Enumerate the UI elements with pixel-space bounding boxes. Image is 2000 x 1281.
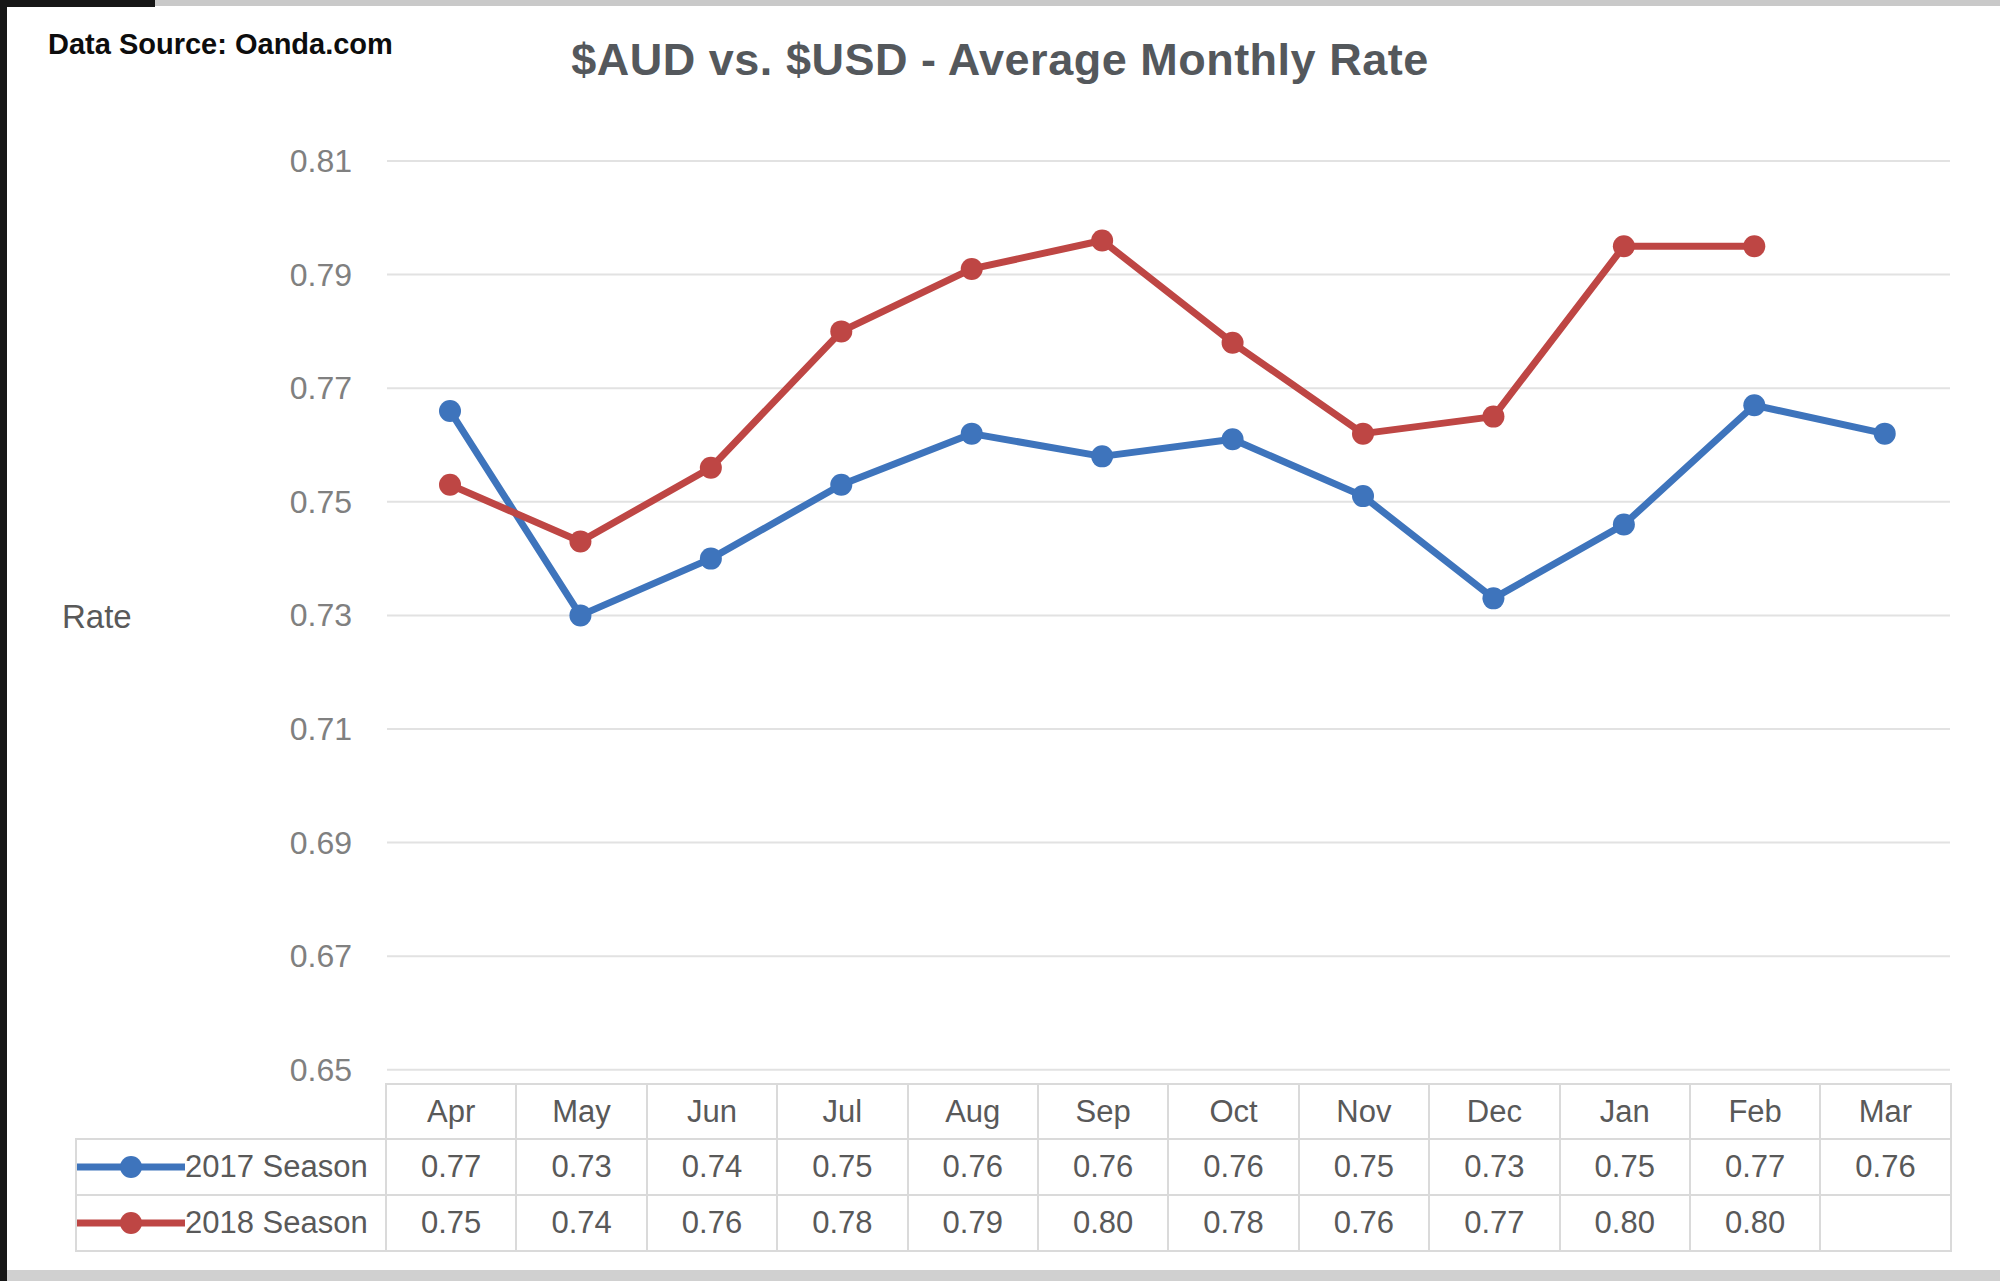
month-header: May [516,1084,646,1139]
month-header: Dec [1429,1084,1559,1139]
month-header: Jan [1560,1084,1690,1139]
month-header: Mar [1820,1084,1950,1139]
table-value-cell: 0.77 [386,1139,516,1195]
month-header: Feb [1690,1084,1820,1139]
table-value-cell: 0.76 [1038,1139,1168,1195]
table-value-cell: 0.73 [1429,1139,1559,1195]
data-point-marker [700,548,722,570]
table-value-cell [1820,1195,1950,1251]
legend-key-2017-season: 2017 Season [76,1139,386,1195]
data-point-marker [1482,406,1504,428]
table-value-cell: 0.78 [777,1195,907,1251]
y-tick-label: 0.67 [290,938,352,974]
data-point-marker [1743,394,1765,416]
data-point-marker [700,457,722,479]
data-point-marker [1352,423,1374,445]
month-header: Sep [1038,1084,1168,1139]
data-point-marker [1091,445,1113,467]
table-value-cell: 0.74 [516,1195,646,1251]
month-header: Jul [777,1084,907,1139]
data-point-marker [961,258,983,280]
series-line-2017-season [450,405,1885,615]
data-point-marker [1613,235,1635,257]
table-value-cell: 0.76 [908,1139,1038,1195]
table-corner-cell [76,1084,386,1139]
data-point-marker [569,531,591,553]
table-value-cell: 0.75 [386,1195,516,1251]
y-tick-label: 0.75 [290,484,352,520]
line-marker-icon [77,1150,185,1184]
table-value-cell: 0.73 [516,1139,646,1195]
data-point-marker [1352,485,1374,507]
data-point-marker [830,320,852,342]
data-point-marker [1091,230,1113,252]
data-point-marker [439,400,461,422]
table-value-cell: 0.75 [1560,1139,1690,1195]
month-header: Jun [647,1084,777,1139]
data-point-marker [1874,423,1896,445]
data-point-marker [1743,235,1765,257]
table-value-cell: 0.75 [1299,1139,1429,1195]
data-point-marker [830,474,852,496]
data-point-marker [1222,428,1244,450]
table-value-cell: 0.76 [647,1195,777,1251]
y-tick-label: 0.77 [290,370,352,406]
table-value-cell: 0.76 [1820,1139,1950,1195]
data-point-marker [1482,587,1504,609]
table-value-cell: 0.79 [908,1195,1038,1251]
table-value-cell: 0.76 [1168,1139,1298,1195]
series-line-2018-season [450,241,1754,542]
legend-label: 2018 Season [185,1205,368,1241]
legend-label: 2017 Season [185,1149,368,1185]
data-table: AprMayJunJulAugSepOctNovDecJanFebMar 2017… [75,1083,1952,1252]
y-tick-label: 0.81 [290,143,352,179]
y-tick-label: 0.71 [290,711,352,747]
legend-key-2018-season: 2018 Season [76,1195,386,1251]
table-value-cell: 0.76 [1299,1195,1429,1251]
y-tick-label: 0.79 [290,257,352,293]
table-value-cell: 0.75 [777,1139,907,1195]
table-value-cell: 0.78 [1168,1195,1298,1251]
table-value-cell: 0.80 [1560,1195,1690,1251]
table-value-cell: 0.80 [1038,1195,1168,1251]
line-marker-icon [77,1206,185,1240]
data-point-marker [1613,514,1635,536]
table-value-cell: 0.74 [647,1139,777,1195]
data-point-marker [569,604,591,626]
month-header: Oct [1168,1084,1298,1139]
table-value-cell: 0.80 [1690,1195,1820,1251]
y-tick-label: 0.69 [290,825,352,861]
legend-key: 2018 Season [77,1196,385,1250]
month-header: Apr [386,1084,516,1139]
data-point-marker [1222,332,1244,354]
data-point-marker [439,474,461,496]
month-header: Nov [1299,1084,1429,1139]
legend-key: 2017 Season [77,1140,385,1194]
month-header: Aug [908,1084,1038,1139]
table-value-cell: 0.77 [1690,1139,1820,1195]
y-tick-label: 0.73 [290,597,352,633]
data-point-marker [961,423,983,445]
table-value-cell: 0.77 [1429,1195,1559,1251]
